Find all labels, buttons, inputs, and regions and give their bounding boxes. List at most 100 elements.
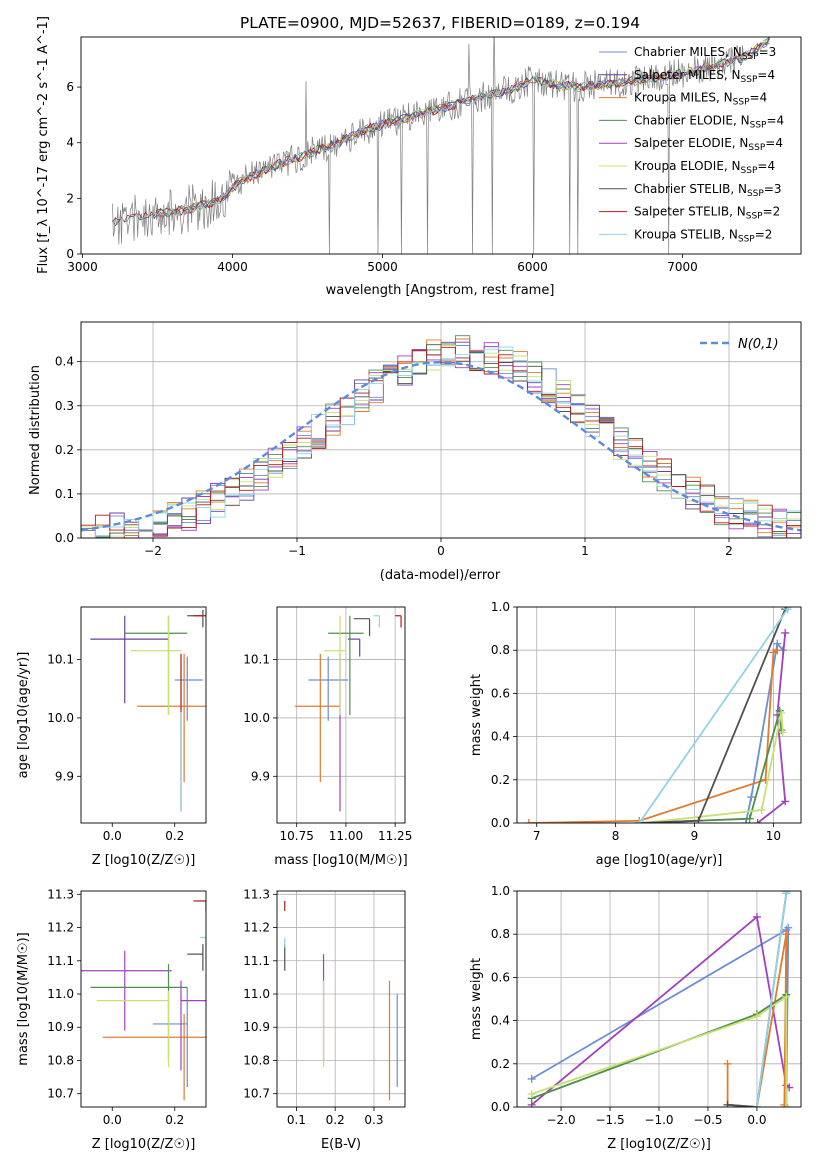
legend-subscript: SSP [741,75,758,85]
x-tick-label: −1 [288,544,306,558]
legend-value: =4 [766,113,784,127]
y-tick-label: 0.2 [55,443,74,457]
axes-frame [516,890,802,1108]
y-tick-label: 11.2 [243,921,270,935]
mass-weight-marker [723,1059,732,1068]
legend-value: =2 [755,227,773,241]
mass-weight-marker [778,728,787,737]
x-axis-label: Z [log10(Z/Z☉)] [92,1137,196,1152]
x-axis-label: (data-model)/error [380,568,501,583]
axes-frame [516,606,802,824]
mass-weight-marker [753,819,762,823]
normal-curve [81,360,801,532]
mass-weight-marker [752,1012,761,1021]
legend-subscript: SSP [750,120,767,130]
x-tick-label: 0.2 [326,1113,345,1127]
y-tick-label: 11.3 [243,887,270,901]
y-tick-label: 0.4 [55,355,74,369]
plot-area [81,335,801,538]
y-axis-label: Normed distribution [28,365,43,495]
mass-weight-marker [527,1074,536,1083]
y-tick-label: 0.8 [491,643,510,657]
mass-weight-line [744,641,784,823]
legend-subscript: SSP [741,166,758,176]
mass-weight-marker [741,819,750,823]
y-tick-label: 10.0 [47,711,74,725]
plot-area [527,891,794,1107]
x-axis-label: wavelength [Angstrom, rest frame] [326,283,555,298]
y-axis-label: mass weight [469,958,484,1040]
mass-weight-marker [694,816,703,823]
legend-label: Kroupa ELODIE, NSSP=4 [634,159,775,176]
x-tick-label: 8 [612,829,620,843]
legend-subscript: SSP [733,98,750,108]
x-axis-label: mass [log10(M/M☉)] [274,853,407,868]
y-tick-label: 9.9 [55,769,74,783]
mass-weight-line [643,712,784,823]
chart-mass_weight_vs_age: 7 8 9 10 0.0 0.2 0.4 0.6 0.8 1.0 age [log10(age/yr… [469,600,802,868]
mass-weight-marker [745,814,754,823]
chart-spectrum: 3000 4000 5000 6000 7000 0 2 4 6 Chabrier MILES, … [36,16,802,298]
mass-weight-marker [782,891,791,898]
legend-label: N(0,1) [738,337,779,352]
x-tick-label: 4000 [217,260,248,274]
y-tick-label: 0.1 [55,487,74,501]
y-tick-label: 0.2 [491,1057,510,1071]
x-tick-label: 0.0 [747,1113,766,1127]
mass-weight-marker [752,1103,761,1107]
mass-weight-marker [784,923,793,932]
mass-weight-marker [784,607,793,611]
y-tick-label: 11.3 [47,887,74,901]
y-tick-label: 0.3 [55,399,74,413]
mass-weight-marker [747,793,756,802]
legend-value: =3 [764,182,782,196]
legend-label: Salpeter ELODIE, NSSP=4 [634,136,783,153]
mass-weight-marker [782,1103,791,1107]
histogram-step-line [81,346,801,538]
legend-value: =4 [757,159,775,173]
x-tick-label: 7 [533,829,541,843]
plot-area [112,37,770,254]
y-tick-label: 0.6 [491,970,510,984]
x-tick-label: 0.2 [165,1113,184,1127]
y-tick-label: 10.9 [243,1020,270,1034]
y-tick-label: 10.9 [47,1020,74,1034]
mass-weight-marker [782,930,791,939]
x-tick-label: 0.2 [165,829,184,843]
mass-weight-marker [782,992,791,1001]
y-axis-label: mass weight [469,674,484,756]
y-tick-label: 0 [66,247,74,261]
y-tick-label: 0.8 [491,927,510,941]
x-tick-label: 11.25 [378,829,412,843]
legend-label: Chabrier STELIB, NSSP=3 [634,182,782,199]
mass-weight-marker [781,797,790,806]
plot-area [90,609,206,812]
y-tick-label: 11.2 [47,921,74,935]
axes-frame [80,36,802,255]
chart-residuals: −2 −1 0 1 2 0.0 0.1 0.2 0.3 0.4 N(0,1) (data-model)… [28,321,802,583]
mass-weight-line [531,915,790,1106]
y-tick-label: 10.1 [47,653,74,667]
y-tick-label: 10.1 [243,653,270,667]
mass-weight-marker [524,819,533,823]
legend-subscript: SSP [747,189,764,199]
x-axis-label: age [log10(age/yr)] [596,853,723,868]
y-tick-label: 4 [66,136,74,150]
y-tick-label: 11.1 [243,954,270,968]
legend-subscript: SSP [746,212,763,222]
chart-age_vs_Z: 0.0 0.2 9.9 10.0 10.1 Z [log10(Z/Z☉)] age [log… [16,606,207,868]
legend-label: Salpeter STELIB, NSSP=2 [634,205,780,222]
mass-weight-marker [783,891,792,895]
y-tick-label: 0.4 [491,730,510,744]
x-axis-label: E(B-V) [321,1137,361,1152]
legend-label: Kroupa MILES, NSSP=4 [634,91,767,108]
mass-weight-marker [783,607,792,614]
x-tick-label: 0 [437,544,445,558]
y-tick-label: 0.0 [55,531,74,545]
legend-value: =2 [763,205,781,219]
legend-value: =4 [757,68,775,82]
x-tick-label: 0.3 [364,1113,383,1127]
plot-area [284,900,398,1101]
mass-weight-marker [757,806,766,815]
x-tick-label: 0.0 [103,1113,122,1127]
